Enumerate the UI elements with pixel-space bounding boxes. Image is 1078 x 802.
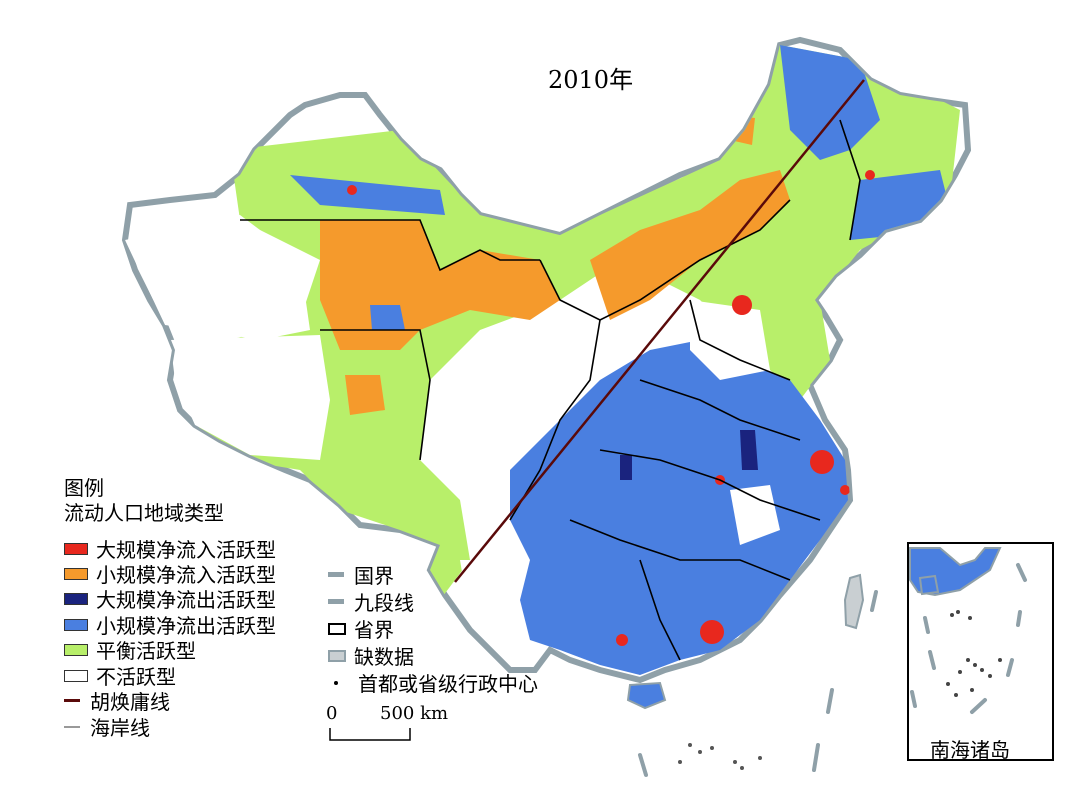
- region-inactive-tibet: [170, 335, 330, 460]
- legend-item-small-inflow: 小规模净流入活跃型: [64, 559, 276, 588]
- inset-nine-dash: [910, 563, 1027, 714]
- region-inactive-yunnan: [460, 560, 520, 620]
- legend-item-nine-dash: 九段线: [328, 587, 414, 616]
- legend-swatch: [64, 542, 88, 555]
- taiwan-missing-data: [843, 573, 865, 630]
- legend-swatch: [64, 567, 88, 580]
- legend-label: 胡焕庸线: [90, 690, 170, 714]
- legend-line-swatch: [64, 699, 80, 702]
- hotspot-hangzhou: [840, 485, 850, 495]
- region-small-outflow-ne: [780, 45, 880, 160]
- legend-label: 九段线: [354, 591, 414, 615]
- legend-item-missing-data: 缺数据: [328, 641, 414, 670]
- legend-label: 大规模净流出活跃型: [96, 588, 276, 612]
- scale-zero: 0: [326, 703, 338, 724]
- region-small-outflow-xj: [290, 175, 445, 215]
- hainan: [626, 681, 667, 710]
- scale-bar: [329, 728, 411, 741]
- hotspot-harbin: [865, 170, 875, 180]
- map-title: 2010年: [548, 66, 634, 94]
- legend-label: 大规模净流入活跃型: [96, 538, 276, 562]
- inset-islands: [946, 610, 1002, 697]
- region-small-outflow-ne2: [850, 170, 950, 240]
- region-inactive-north-plain: [690, 300, 770, 380]
- legend-item-province-border: 省界: [328, 614, 394, 643]
- legend-item-national-border: 国界: [328, 560, 394, 589]
- legend-item-inactive: 不活跃型: [64, 661, 176, 690]
- legend-line-swatch: [64, 725, 80, 728]
- legend-item-large-outflow: 大规模净流出活跃型: [64, 584, 276, 613]
- region-small-outflow-south: [510, 340, 848, 675]
- legend-item-large-inflow: 大规模净流入活跃型: [64, 534, 276, 563]
- legend-item-small-outflow: 小规模净流出活跃型: [64, 610, 276, 639]
- province-boundaries: [240, 119, 861, 661]
- inset-label: 南海诸岛: [930, 738, 1010, 762]
- legend-label: 不活跃型: [96, 665, 176, 689]
- legend-label: 平衡活跃型: [96, 639, 196, 663]
- legend-swatch: [328, 649, 346, 662]
- legend-dot-swatch: [334, 680, 338, 685]
- legend-label: 缺数据: [354, 645, 414, 669]
- legend-item-capital: 首都或省级行政中心: [328, 668, 538, 697]
- south-sea-dots: [678, 743, 762, 770]
- inset-hainan: [918, 574, 940, 596]
- legend-swatch: [64, 669, 88, 682]
- legend-label: 省界: [354, 618, 394, 642]
- legend-heading: 图例: [64, 476, 104, 500]
- legend-subheading: 流动人口地域类型: [64, 501, 224, 525]
- legend-swatch: [328, 622, 346, 635]
- region-small-inflow-nm: [590, 170, 790, 320]
- region-large-outflow-2: [620, 455, 632, 480]
- legend-line-swatch: [328, 572, 344, 577]
- legend-swatch: [64, 592, 88, 605]
- legend-label: 海岸线: [90, 716, 150, 740]
- region-fills: [125, 45, 960, 675]
- region-small-outflow-3: [370, 305, 405, 330]
- region-large-outflow-1: [740, 430, 758, 470]
- hotspot-beijing: [732, 295, 752, 315]
- legend-item-hu-line: 胡焕庸线: [64, 686, 170, 715]
- region-inactive-west: [125, 215, 310, 340]
- hotspot-shanghai: [810, 450, 834, 474]
- legend-item-balanced: 平衡活跃型: [64, 635, 196, 664]
- legend-label: 小规模净流入活跃型: [96, 563, 276, 587]
- legend-item-coastline: 海岸线: [64, 712, 150, 741]
- hu-huanyong-line: [454, 79, 865, 583]
- hotspot-urumqi: [347, 185, 357, 195]
- legend-line-swatch: [328, 599, 344, 604]
- nine-dash-fragments: [638, 590, 878, 777]
- legend-label: 国界: [354, 564, 394, 588]
- legend-label: 小规模净流出活跃型: [96, 614, 276, 638]
- hotspot-nanning: [616, 634, 628, 646]
- hotspot-guangzhou: [700, 620, 724, 644]
- legend-swatch: [64, 643, 88, 656]
- legend-swatch: [64, 618, 88, 631]
- legend-label: 首都或省级行政中心: [358, 672, 538, 696]
- region-inactive-central: [730, 485, 780, 545]
- region-small-inflow-1: [345, 375, 385, 415]
- scale-value: 500 km: [380, 703, 449, 724]
